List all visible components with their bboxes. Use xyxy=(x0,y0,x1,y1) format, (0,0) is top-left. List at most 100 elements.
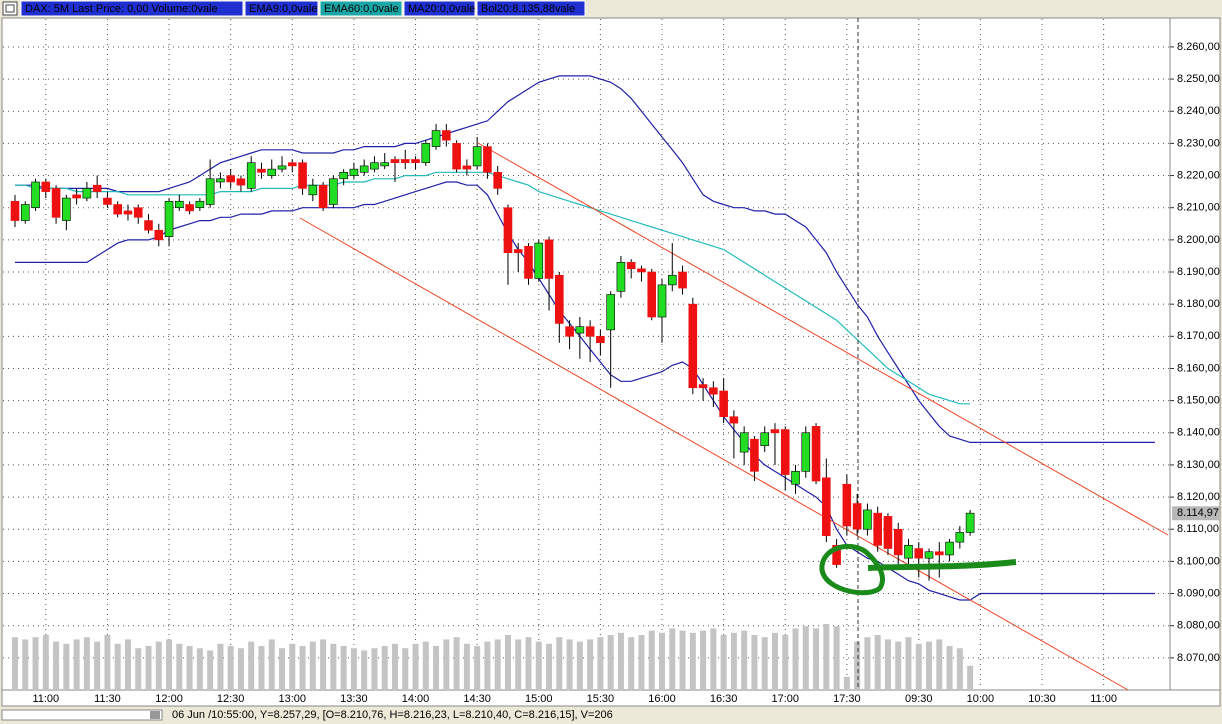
candle-body xyxy=(257,168,266,173)
volume-bar xyxy=(371,648,378,690)
volume-bar xyxy=(155,641,162,690)
volume-bar xyxy=(813,628,820,690)
volume-bar xyxy=(689,632,696,690)
y-tick-label: 8.090,00 xyxy=(1177,587,1220,599)
candle-body xyxy=(842,483,852,527)
y-tick-label: 8.180,00 xyxy=(1177,298,1220,310)
volume-bar xyxy=(83,637,90,690)
volume-bar xyxy=(946,646,953,690)
volume-bar xyxy=(926,641,933,690)
volume-bar xyxy=(135,648,142,690)
candle-body xyxy=(883,516,893,549)
y-tick-label: 8.150,00 xyxy=(1177,395,1220,407)
candle-body xyxy=(195,200,205,209)
candle-body xyxy=(965,512,975,533)
x-tick-label: 10:30 xyxy=(1028,693,1056,705)
volume-bar xyxy=(741,630,748,690)
x-tick-label: 12:30 xyxy=(217,693,245,705)
y-tick-label: 8.080,00 xyxy=(1177,620,1220,632)
x-tick-label: 14:00 xyxy=(402,693,430,705)
status-text: 06 Jun /10:55:00, Y=8.257,29, [O=8.210,7… xyxy=(172,709,613,721)
candle-body xyxy=(421,143,431,163)
volume-bar xyxy=(515,639,522,690)
volume-bar xyxy=(412,643,419,690)
x-tick-label: 16:30 xyxy=(710,693,738,705)
candle-body xyxy=(493,172,502,189)
legend-label: Bol20:8.135,88vale xyxy=(481,3,575,15)
candle-body xyxy=(565,326,574,337)
candle-body xyxy=(185,204,194,212)
channel-upper xyxy=(477,142,1169,536)
scroll-thumb[interactable] xyxy=(150,711,160,719)
candle-body xyxy=(411,159,420,163)
volume-bar xyxy=(124,639,131,690)
candle-body xyxy=(924,551,934,559)
candle-body xyxy=(822,477,831,536)
volume-bar xyxy=(669,628,676,690)
candle-body xyxy=(359,165,369,173)
volume-bar xyxy=(751,635,758,690)
price-axis xyxy=(1169,17,1221,691)
volume-bar xyxy=(546,643,553,690)
candle-body xyxy=(534,242,544,279)
indicator-line xyxy=(15,75,1155,443)
candle-body xyxy=(503,207,513,254)
candle-body xyxy=(62,197,71,221)
volume-bar xyxy=(936,639,943,690)
window-icon[interactable] xyxy=(2,1,18,16)
volume-bar xyxy=(659,632,666,690)
candle-body xyxy=(791,471,800,485)
volume-bar xyxy=(802,626,809,690)
volume-bar xyxy=(956,648,963,690)
legend-box xyxy=(403,0,476,17)
x-tick-label: 15:00 xyxy=(525,693,553,705)
volume xyxy=(12,624,974,690)
y-tick-label: 8.230,00 xyxy=(1177,137,1220,149)
indicator-line xyxy=(15,171,971,405)
x-tick-label: 16:00 xyxy=(648,693,676,705)
candle-body xyxy=(246,162,256,189)
channel-lower xyxy=(299,217,1129,691)
y-tick-label: 8.260,00 xyxy=(1177,41,1220,53)
volume-bar xyxy=(761,637,768,690)
volume-bar xyxy=(566,639,573,690)
candle-body xyxy=(513,249,523,254)
volume-bar xyxy=(638,635,645,690)
x-tick-label: 10:00 xyxy=(967,693,995,705)
volume-bar xyxy=(494,639,501,690)
volume-bar xyxy=(309,641,316,690)
volume-bar xyxy=(63,643,70,690)
volume-bar xyxy=(340,646,347,690)
y-tick-label: 8.120,00 xyxy=(1177,491,1220,503)
volume-bar xyxy=(782,635,789,690)
candle-body xyxy=(801,432,811,472)
y-tick-label: 8.070,00 xyxy=(1177,652,1220,664)
x-tick-label: 13:00 xyxy=(279,693,307,705)
volume-bar xyxy=(463,643,470,690)
y-tick-label: 8.200,00 xyxy=(1177,234,1220,246)
x-tick-label: 17:30 xyxy=(833,693,861,705)
volume-bar xyxy=(474,646,481,690)
volume-bar xyxy=(361,650,368,690)
volume-bar xyxy=(227,646,234,690)
x-tick-label: 14:30 xyxy=(463,693,491,705)
candle-body xyxy=(483,146,492,173)
volume-bar xyxy=(895,641,902,690)
y-tick-label: 8.130,00 xyxy=(1177,459,1220,471)
volume-bar xyxy=(576,641,583,690)
candle-body xyxy=(318,184,328,209)
volume-bar xyxy=(679,630,686,690)
candle-body xyxy=(216,178,225,183)
candle-body xyxy=(339,172,348,180)
scrollbar[interactable] xyxy=(1,709,163,721)
candle-body xyxy=(626,262,636,270)
candle-body xyxy=(667,274,677,286)
x-tick-label: 09:30 xyxy=(905,693,933,705)
volume-bar xyxy=(196,648,203,690)
volume-bar xyxy=(484,641,491,690)
candle-body xyxy=(616,262,626,292)
candle-body xyxy=(709,387,718,395)
y-tick-label: 8.140,00 xyxy=(1177,427,1220,439)
candle-body xyxy=(760,432,770,446)
volume-bar xyxy=(350,648,357,690)
